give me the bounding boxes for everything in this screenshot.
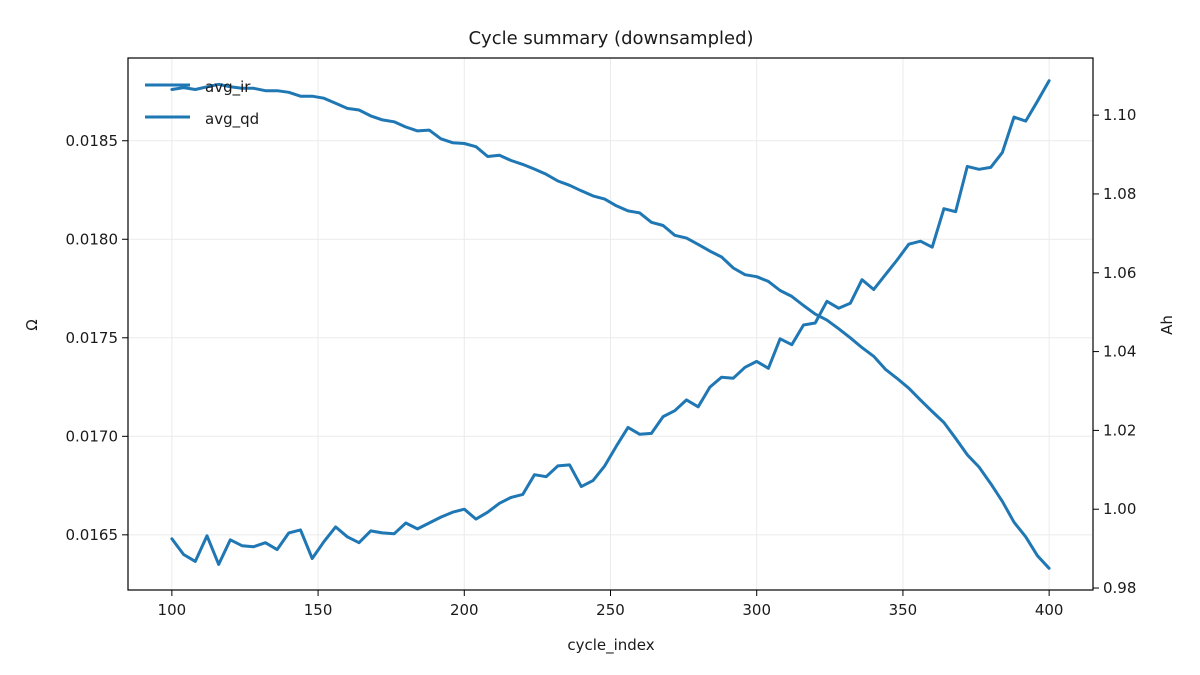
series-lines — [170, 79, 1051, 570]
legend-label-avg-ir: avg_ir — [205, 78, 251, 97]
y-right-tick-label: 1.06 — [1103, 264, 1136, 282]
series-line-avg-ir — [170, 79, 1051, 566]
series-line-avg-qd — [170, 82, 1051, 570]
y-axis-right-label: Ah — [1158, 315, 1176, 335]
y-axis-left-label: Ω — [23, 319, 41, 330]
x-tick-label: 300 — [742, 601, 771, 619]
y-left-tick-label: 0.0180 — [66, 230, 119, 248]
y-axis-right: 0.98 1.00 1.02 1.04 1.06 1.08 1.10 — [1093, 106, 1136, 597]
y-right-tick-label: 1.02 — [1103, 421, 1136, 439]
y-right-tick-label: 1.10 — [1103, 106, 1136, 124]
y-right-tick-label: 1.04 — [1103, 343, 1136, 361]
x-tick-label: 350 — [889, 601, 918, 619]
legend: avg_ir avg_qd — [145, 78, 259, 129]
grid-lines — [128, 58, 1093, 590]
x-tick-label: 100 — [158, 601, 187, 619]
y-axis-left: 0.0165 0.0170 0.0175 0.0180 0.0185 — [66, 132, 128, 544]
y-right-tick-label: 1.00 — [1103, 500, 1136, 518]
chart-title: Cycle summary (downsampled) — [468, 28, 753, 49]
x-tick-label: 200 — [450, 601, 479, 619]
legend-label-avg-qd: avg_qd — [205, 110, 259, 129]
y-right-tick-label: 0.98 — [1103, 579, 1136, 597]
x-tick-label: 150 — [304, 601, 333, 619]
y-left-tick-label: 0.0170 — [66, 427, 119, 445]
x-axis: 100 150 200 250 300 350 400 — [158, 590, 1064, 619]
x-axis-label: cycle_index — [567, 636, 654, 655]
y-left-tick-label: 0.0185 — [66, 132, 119, 150]
y-left-tick-label: 0.0175 — [66, 329, 119, 347]
x-tick-label: 400 — [1035, 601, 1064, 619]
y-right-tick-label: 1.08 — [1103, 185, 1136, 203]
y-left-tick-label: 0.0165 — [66, 526, 119, 544]
x-tick-label: 250 — [596, 601, 625, 619]
